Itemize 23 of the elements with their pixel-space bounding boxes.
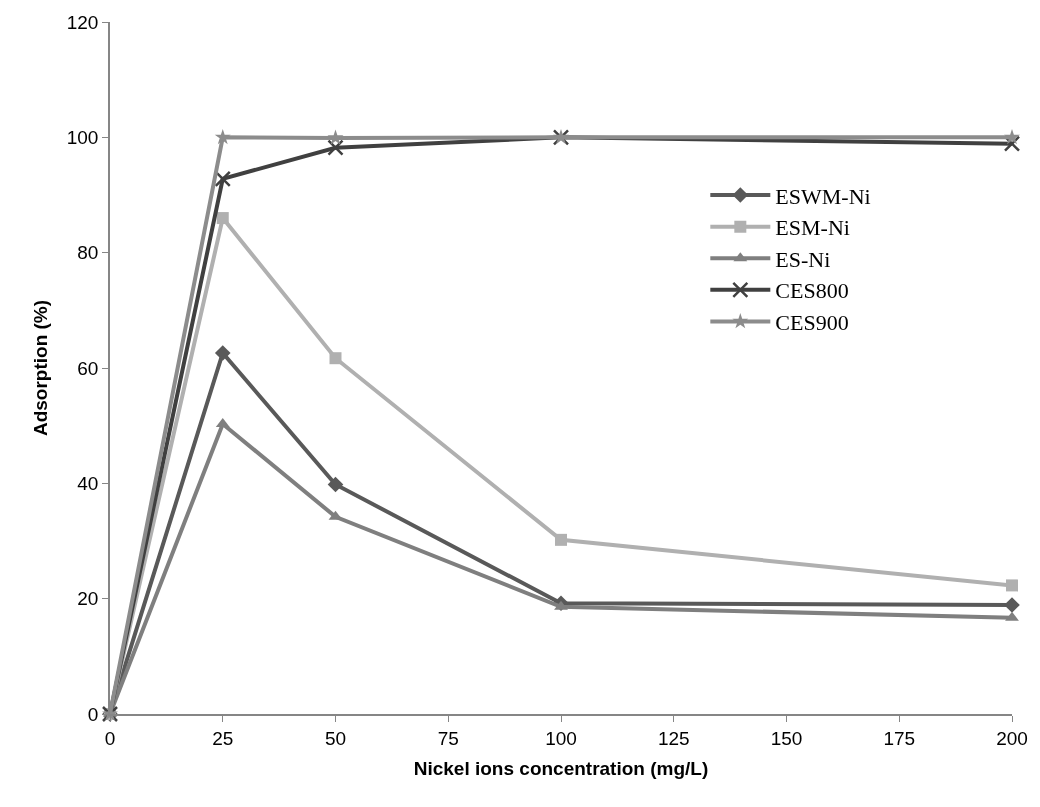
y-tick-label: 100 (66, 126, 99, 148)
x-tick-label: 150 (770, 727, 803, 749)
y-tick-label: 0 (87, 703, 99, 725)
legend-label: CES800 (775, 278, 849, 304)
x-axis-title: Nickel ions concentration (mg/L) (413, 757, 709, 779)
y-tick-label: 20 (77, 588, 99, 610)
legend-label: ESWM-Ni (775, 183, 871, 209)
x-tick-label: 25 (212, 727, 234, 749)
y-tick-label: 40 (77, 472, 99, 494)
x-tick-label: 0 (104, 727, 116, 749)
x-tick-label: 100 (545, 727, 577, 749)
y-tick-label: 80 (77, 242, 99, 264)
x-tick-label: 125 (657, 727, 690, 749)
legend-label: CES900 (775, 310, 849, 336)
legend-label: ESM-Ni (775, 215, 850, 241)
legend-label: ES-Ni (775, 246, 831, 272)
x-tick-label: 175 (883, 727, 916, 749)
x-tick-label: 200 (996, 727, 1028, 749)
x-tick-label: 75 (437, 727, 459, 749)
y-axis-title: Adsorption (%) (30, 299, 52, 437)
y-tick-label: 120 (66, 11, 99, 33)
x-tick-label: 50 (324, 727, 347, 749)
y-tick-label: 60 (77, 357, 99, 379)
